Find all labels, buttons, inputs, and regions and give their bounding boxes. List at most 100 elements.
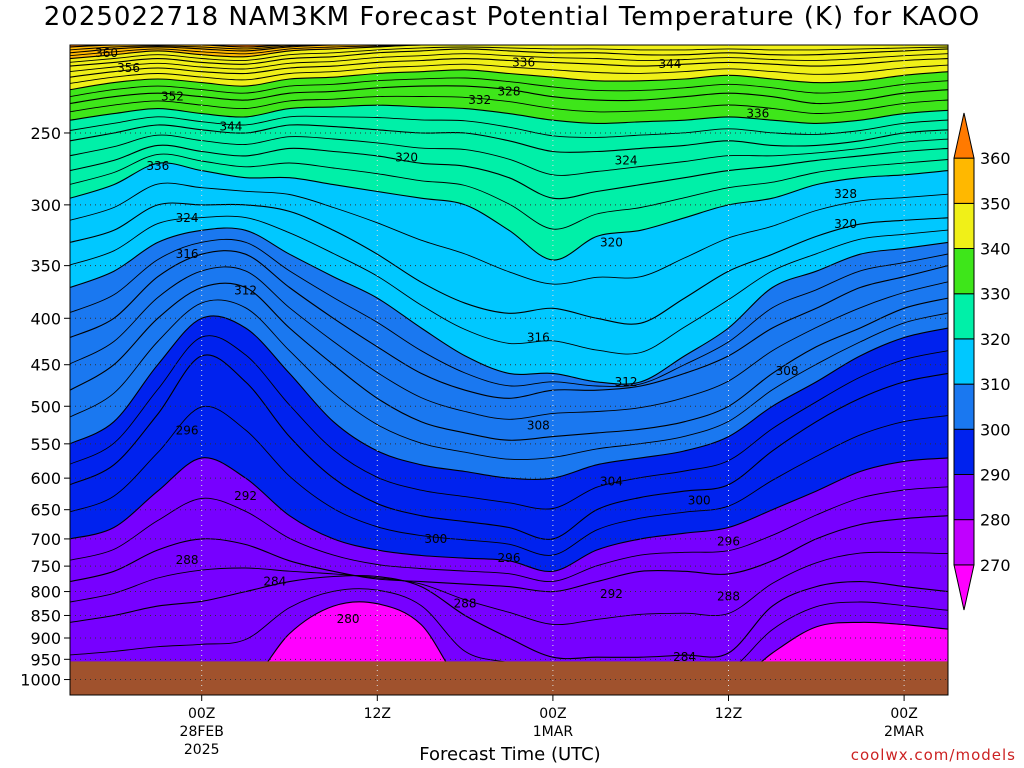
colorbar-swatch	[953, 338, 975, 385]
colorbar-label: 300	[980, 420, 1011, 439]
chart-title: 2025022718 NAM3KM Forecast Potential Tem…	[43, 2, 981, 32]
x-tick-label: 12Z	[364, 706, 391, 722]
colorbar: 270 280 290 300 310 320 330 340 350 360	[953, 112, 1011, 611]
contour-284	[70, 574, 948, 660]
contour-290	[70, 486, 948, 582]
contour-label: 344	[220, 120, 243, 134]
x-tick-label: 00Z	[188, 706, 215, 722]
contour-label: 356	[117, 61, 140, 75]
contour-308	[70, 250, 948, 399]
contour-294	[70, 405, 948, 556]
contour-label: 324	[176, 211, 199, 225]
contour-306	[70, 266, 948, 420]
ground-fill	[70, 661, 948, 695]
colorbar-swatch	[953, 112, 975, 159]
contour-328	[70, 124, 948, 153]
contour-label: 324	[615, 153, 638, 167]
colorbar-swatch	[953, 519, 975, 566]
contour-label: 308	[776, 364, 799, 378]
x-axis-label: Forecast Time (UTC)	[419, 744, 601, 765]
contour-label: 336	[746, 107, 769, 121]
theta-bands	[70, 45, 948, 695]
contour-label: 304	[600, 474, 623, 488]
contour-label: 316	[527, 331, 550, 345]
credit-text: coolwx.com/models	[850, 746, 1016, 764]
contour-label: 328	[834, 187, 857, 201]
y-tick-label: 950	[30, 650, 61, 669]
y-tick-label: 300	[30, 196, 61, 215]
contour-label: 352	[161, 90, 184, 104]
contour-292	[70, 457, 948, 573]
y-tick-label: 400	[30, 309, 61, 328]
contour-342	[70, 63, 948, 84]
y-tick-label: 250	[30, 124, 61, 143]
colorbar-swatch	[953, 157, 975, 204]
colorbar-label: 330	[980, 285, 1011, 304]
contour-label: 292	[234, 489, 257, 503]
contour-label: 312	[234, 284, 257, 298]
contour-label: 320	[395, 150, 418, 164]
contour-312	[70, 227, 948, 385]
contour-label: 300	[424, 532, 447, 546]
contour-340	[70, 69, 948, 91]
contour-label: 288	[717, 589, 740, 603]
contour-348	[70, 48, 948, 67]
contour-label: 284	[263, 575, 286, 589]
contour-334	[70, 95, 948, 114]
colorbar-label: 280	[980, 511, 1011, 530]
colorbar-label: 320	[980, 330, 1011, 349]
colorbar-label: 360	[980, 149, 1011, 168]
colorbar-label: 310	[980, 375, 1011, 394]
contour-288	[70, 515, 948, 593]
contour-302	[70, 299, 948, 460]
y-axis: 250 300 350 400 450 500 550 600 650 700 750 800 850 9…	[20, 124, 70, 690]
x-tick-label: 12Z	[715, 706, 742, 722]
colorbar-label: 350	[980, 194, 1011, 213]
y-tick-label: 750	[30, 557, 61, 576]
contour-label: 292	[600, 587, 623, 601]
contour-332	[70, 104, 948, 124]
contour-322	[70, 153, 948, 230]
contour-label: 296	[498, 551, 521, 565]
x-tick-label: 00Z	[539, 706, 566, 722]
contour-label: 336	[146, 159, 169, 173]
contour-label: 280	[337, 612, 360, 626]
colorbar-label: 270	[980, 556, 1011, 575]
contour-label: 316	[176, 247, 199, 261]
colorbar-swatch	[953, 293, 975, 340]
colorbar-swatch	[953, 383, 975, 430]
y-tick-label: 900	[30, 629, 61, 648]
colorbar-swatch	[953, 202, 975, 250]
x-tick-label: 2025	[184, 742, 220, 758]
contour-304	[70, 282, 948, 441]
contour-360	[70, 45, 948, 48]
contour-label: 344	[659, 57, 682, 71]
y-tick-label: 850	[30, 606, 61, 625]
contour-314	[70, 215, 948, 355]
y-tick-label: 500	[30, 397, 61, 416]
grid-lines	[70, 45, 948, 695]
contour-320	[70, 162, 948, 261]
colorbar-label: 340	[980, 240, 1011, 259]
y-tick-label: 800	[30, 583, 61, 602]
y-tick-label: 450	[30, 356, 61, 375]
x-tick-label: 1MAR	[533, 724, 574, 740]
colorbar-swatch	[953, 428, 975, 475]
x-axis: 00Z 28FEB 2025 12Z 00Z 1MAR 12Z 00Z 2MAR	[180, 695, 925, 758]
contour-324	[70, 144, 948, 200]
x-tick-label: 28FEB	[180, 724, 224, 740]
contour-296	[70, 354, 948, 540]
y-tick-label: 350	[30, 257, 61, 276]
y-tick-label: 1000	[20, 671, 61, 690]
contour-label: 320	[834, 217, 857, 231]
x-tick-label: 2MAR	[884, 724, 925, 740]
contour-318	[70, 182, 948, 285]
contour-356	[70, 45, 948, 54]
contour-label: 312	[615, 375, 638, 389]
contour-346	[70, 53, 948, 73]
contour-label: 332	[468, 93, 491, 107]
contour-label: 284	[673, 650, 696, 664]
band-above-360	[70, 45, 948, 47]
